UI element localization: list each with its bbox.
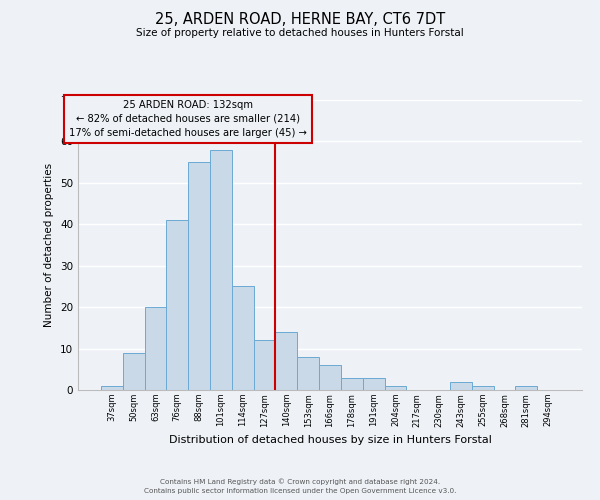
X-axis label: Distribution of detached houses by size in Hunters Forstal: Distribution of detached houses by size … [169,435,491,445]
Bar [297,357,319,390]
Bar [275,332,297,390]
Bar [385,386,406,390]
Bar [319,365,341,390]
Text: Contains HM Land Registry data © Crown copyright and database right 2024.
Contai: Contains HM Land Registry data © Crown c… [144,478,456,494]
Bar [123,352,145,390]
Bar [232,286,254,390]
Text: 25, ARDEN ROAD, HERNE BAY, CT6 7DT: 25, ARDEN ROAD, HERNE BAY, CT6 7DT [155,12,445,28]
Bar [145,307,166,390]
Bar [254,340,275,390]
Text: 25 ARDEN ROAD: 132sqm
← 82% of detached houses are smaller (214)
17% of semi-det: 25 ARDEN ROAD: 132sqm ← 82% of detached … [69,100,307,138]
Bar [210,150,232,390]
Text: Size of property relative to detached houses in Hunters Forstal: Size of property relative to detached ho… [136,28,464,38]
Y-axis label: Number of detached properties: Number of detached properties [44,163,55,327]
Bar [341,378,363,390]
Bar [166,220,188,390]
Bar [515,386,537,390]
Bar [472,386,494,390]
Bar [450,382,472,390]
Bar [101,386,123,390]
Bar [188,162,210,390]
Bar [363,378,385,390]
